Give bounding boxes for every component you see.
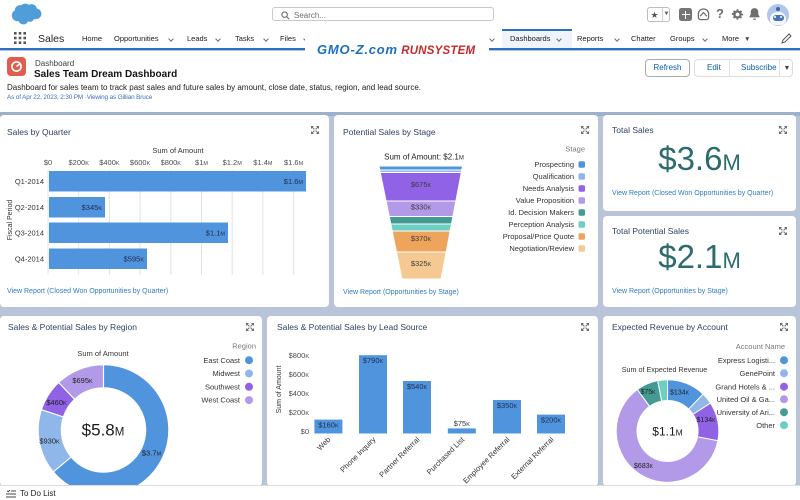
svg-text:$134K: $134K	[670, 390, 690, 397]
svg-text:West Coast: West Coast	[201, 396, 241, 405]
svg-text:$600K: $600K	[130, 158, 151, 167]
svg-text:$200K: $200K	[541, 415, 562, 424]
svg-text:$600K: $600K	[289, 370, 310, 379]
svg-text:$350K: $350K	[497, 401, 518, 410]
svg-text:$200K: $200K	[289, 408, 310, 417]
svg-text:Sum of Amount: Sum of Amount	[77, 349, 129, 358]
svg-text:Sum of Amount: $2.1M: Sum of Amount: $2.1M	[384, 153, 464, 162]
svg-text:East Coast: East Coast	[203, 356, 241, 365]
svg-text:Purchased List: Purchased List	[425, 434, 467, 476]
svg-text:Express Logisti...: Express Logisti...	[718, 356, 775, 365]
svg-text:$1.1M: $1.1M	[652, 425, 682, 439]
svg-text:Sum of Expected Revenue: Sum of Expected Revenue	[622, 365, 708, 374]
svg-text:$1.2M: $1.2M	[223, 158, 243, 167]
svg-text:$800K: $800K	[161, 158, 182, 167]
svg-text:Sum of Amount: Sum of Amount	[152, 146, 204, 155]
svg-text:$3.7M: $3.7M	[142, 449, 162, 458]
svg-text:$75K: $75K	[454, 419, 471, 428]
svg-text:Id. Decision Makers: Id. Decision Makers	[508, 208, 574, 217]
svg-text:Q3-2014: Q3-2014	[15, 229, 44, 238]
svg-text:$1.6M: $1.6M	[284, 158, 304, 167]
svg-text:$200K: $200K	[69, 158, 90, 167]
svg-text:$0: $0	[301, 427, 309, 436]
svg-text:$400K: $400K	[289, 389, 310, 398]
svg-text:$675K: $675K	[411, 180, 432, 189]
svg-text:Q1-2014: Q1-2014	[15, 177, 44, 186]
svg-text:$930K: $930K	[39, 437, 60, 446]
svg-text:$683K: $683K	[634, 463, 654, 470]
svg-text:$1.1M: $1.1M	[206, 229, 226, 238]
svg-text:$75K: $75K	[640, 389, 656, 396]
svg-text:Negotiation/Review: Negotiation/Review	[509, 244, 574, 253]
svg-text:$370K: $370K	[411, 234, 432, 243]
svg-text:Q4-2014: Q4-2014	[15, 255, 44, 264]
svg-text:$160K: $160K	[318, 420, 339, 429]
svg-text:Qualification: Qualification	[533, 172, 574, 181]
svg-text:Q2-2014: Q2-2014	[15, 203, 44, 212]
svg-text:Stage: Stage	[565, 145, 585, 154]
svg-text:$5.8M: $5.8M	[82, 421, 125, 440]
svg-text:$325K: $325K	[411, 259, 432, 268]
svg-text:$400K: $400K	[99, 158, 120, 167]
svg-text:Fiscal Period: Fiscal Period	[7, 200, 14, 241]
svg-text:Other: Other	[756, 421, 775, 430]
svg-text:Region: Region	[232, 342, 256, 351]
svg-text:Web: Web	[315, 435, 332, 452]
svg-text:Sum of Amount: Sum of Amount	[276, 366, 283, 414]
svg-text:$1M: $1M	[195, 158, 208, 167]
svg-text:$0: $0	[44, 158, 52, 167]
svg-text:$1.4M: $1.4M	[253, 158, 273, 167]
svg-text:External Referral: External Referral	[509, 435, 555, 481]
svg-text:$1.6M: $1.6M	[284, 177, 304, 186]
svg-text:Needs Analysis: Needs Analysis	[523, 184, 575, 193]
svg-text:$345K: $345K	[82, 203, 103, 212]
svg-text:Phone Inquiry: Phone Inquiry	[338, 435, 377, 474]
svg-text:$330K: $330K	[411, 203, 432, 212]
svg-text:$695K: $695K	[72, 376, 93, 385]
svg-text:University of Ari...: University of Ari...	[717, 408, 775, 417]
svg-text:Prospecting: Prospecting	[534, 160, 574, 169]
svg-text:GenePoint: GenePoint	[740, 369, 776, 378]
svg-text:$540K: $540K	[407, 382, 428, 391]
svg-text:Grand Hotels & ...: Grand Hotels & ...	[715, 382, 775, 391]
svg-text:Perception Analysis: Perception Analysis	[509, 220, 575, 229]
svg-text:$460K: $460K	[46, 398, 67, 407]
svg-text:United Oil & Ga...: United Oil & Ga...	[717, 395, 775, 404]
svg-text:$134K: $134K	[697, 417, 717, 424]
svg-text:$790K: $790K	[363, 356, 384, 365]
svg-text:$800K: $800K	[289, 351, 310, 360]
svg-text:Employee Referral: Employee Referral	[461, 435, 512, 486]
svg-text:Account Name: Account Name	[736, 342, 785, 351]
svg-text:Proposal/Price Quote: Proposal/Price Quote	[503, 232, 574, 241]
svg-text:Value Proposition: Value Proposition	[516, 196, 574, 205]
svg-text:Midwest: Midwest	[212, 369, 240, 378]
svg-text:$595K: $595K	[124, 255, 145, 264]
svg-text:Partner Referral: Partner Referral	[377, 435, 421, 479]
svg-text:Southwest: Southwest	[205, 382, 241, 391]
